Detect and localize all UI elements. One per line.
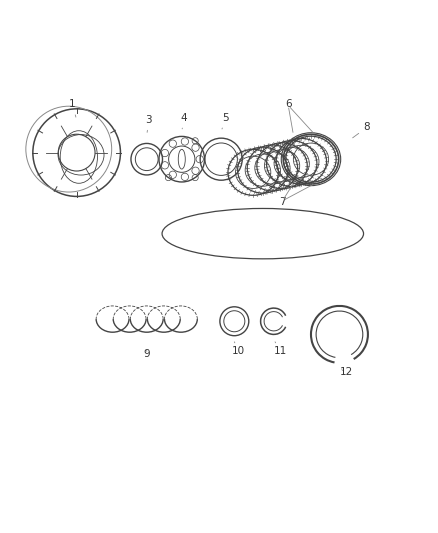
- Text: 8: 8: [353, 122, 371, 138]
- Text: 3: 3: [145, 115, 152, 132]
- Text: 7: 7: [279, 197, 286, 207]
- Text: 10: 10: [232, 342, 245, 356]
- Text: 9: 9: [143, 349, 150, 359]
- Text: 5: 5: [222, 112, 229, 129]
- Text: 4: 4: [180, 112, 187, 129]
- Text: 11: 11: [274, 342, 287, 356]
- Text: 6: 6: [285, 99, 292, 109]
- Text: 12: 12: [339, 367, 353, 377]
- Text: 1: 1: [69, 100, 76, 117]
